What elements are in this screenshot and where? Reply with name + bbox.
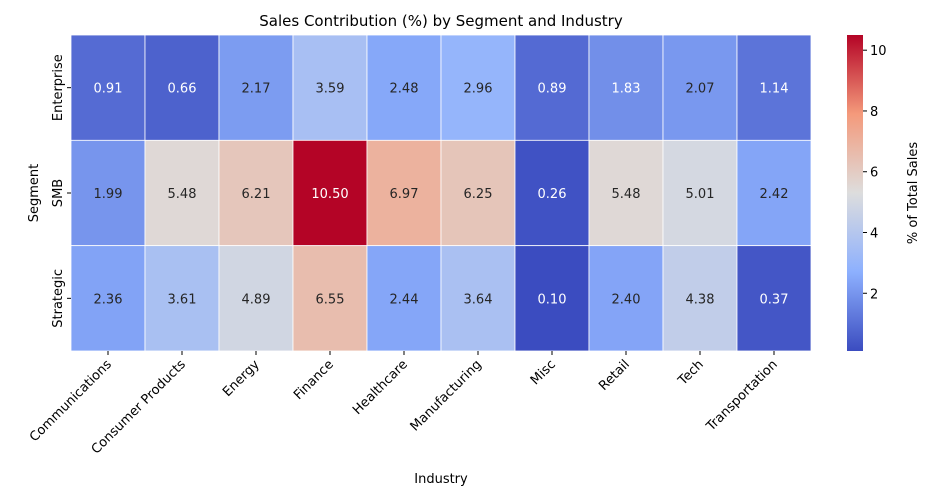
x-tick-label: Transportation: [703, 357, 781, 435]
cell-value-label: 3.59: [316, 82, 345, 97]
heatmap-cell: [514, 139, 590, 247]
y-tick-label: Strategic: [51, 269, 66, 328]
heatmap-cell: [218, 139, 294, 247]
heatmap-cell: [144, 139, 220, 247]
cell-value-label: 10.50: [311, 187, 348, 202]
colorbar-tick-label: 10: [870, 44, 887, 59]
y-tick-label: SMB: [51, 179, 66, 207]
heatmap-cell: [218, 34, 294, 141]
cell-value-label: 2.40: [612, 292, 641, 307]
cell-value-label: 5.48: [612, 187, 641, 202]
heatmap-cell: [588, 139, 664, 247]
heatmap-cells: 0.91 0.66 2.17 3.59 2.48 2.96 0.89 1.83 2.07 1.14…: [70, 34, 812, 352]
heatmap-cell: [144, 245, 220, 352]
cell-value-label: 2.36: [94, 292, 123, 307]
cell-value-label: 2.96: [464, 82, 493, 97]
cell-value-label: 0.66: [168, 82, 197, 97]
x-tick-label: Healthcare: [350, 357, 411, 418]
x-axis-label: Industry: [414, 472, 468, 487]
heatmap-cell: [366, 245, 442, 352]
heatmap-cell: [366, 139, 442, 247]
cell-value-label: 4.38: [686, 292, 715, 307]
cell-value-label: 5.48: [168, 187, 197, 202]
heatmap-cell: [514, 245, 590, 352]
cell-value-label: 0.10: [538, 292, 567, 307]
heatmap-cell: [144, 34, 220, 141]
cell-value-label: 6.25: [464, 187, 493, 202]
y-axis-label: Segment: [27, 164, 42, 223]
colorbar: 2 4 6 8 10: [847, 35, 887, 351]
cell-value-label: 6.97: [390, 187, 419, 202]
cell-value-label: 2.17: [242, 82, 271, 97]
cell-value-label: 6.21: [242, 187, 271, 202]
x-tick-label: Finance: [291, 357, 337, 403]
heatmap-cell: [70, 34, 146, 141]
heatmap-cell: [588, 34, 664, 141]
colorbar-label: % of Total Sales: [906, 142, 921, 244]
x-tick-label: Retail: [596, 357, 633, 394]
cell-value-label: 6.55: [316, 292, 345, 307]
cell-value-label: 4.89: [242, 292, 271, 307]
colorbar-gradient: [847, 35, 863, 351]
cell-value-label: 3.64: [464, 292, 493, 307]
cell-value-label: 1.99: [94, 187, 123, 202]
heatmap-cell: [736, 139, 812, 247]
colorbar-tick-label: 8: [870, 105, 878, 120]
cell-value-label: 2.48: [390, 82, 419, 97]
heatmap-cell: [70, 245, 146, 352]
cell-value-label: 2.42: [760, 187, 789, 202]
heatmap-cell: [366, 34, 442, 141]
heatmap-cell: [588, 245, 664, 352]
x-tick-label: Misc: [528, 357, 559, 388]
cell-value-label: 2.44: [390, 292, 419, 307]
cell-value-label: 1.14: [760, 82, 789, 97]
heatmap-cell: [292, 34, 368, 141]
heatmap-cell: [662, 245, 738, 352]
x-tick-label: Tech: [675, 357, 707, 389]
cell-value-label: 2.07: [686, 82, 715, 97]
cell-value-label: 1.83: [612, 82, 641, 97]
heatmap-cell: [662, 139, 738, 247]
heatmap-cell: [440, 139, 516, 247]
heatmap-cell: [218, 245, 294, 352]
heatmap-cell: [440, 34, 516, 141]
colorbar-tick-label: 6: [870, 166, 878, 181]
cell-value-label: 0.26: [538, 187, 567, 202]
colorbar-tick-label: 4: [870, 227, 878, 242]
y-tick-label: Enterprise: [51, 54, 66, 121]
chart-title: Sales Contribution (%) by Segment and In…: [259, 12, 623, 30]
heatmap-cell: [292, 139, 368, 247]
cell-value-label: 0.37: [760, 292, 789, 307]
cell-value-label: 3.61: [168, 292, 197, 307]
cell-value-label: 5.01: [686, 187, 715, 202]
colorbar-tick-label: 2: [870, 287, 878, 302]
y-axis-ticks: Enterprise SMB Strategic: [51, 54, 71, 328]
heatmap-cell: [736, 245, 812, 352]
heatmap-cell: [736, 34, 812, 141]
cell-value-label: 0.91: [94, 82, 123, 97]
x-tick-label: Energy: [220, 357, 263, 400]
cell-value-label: 0.89: [538, 82, 567, 97]
x-tick-label: Communications: [27, 357, 115, 445]
x-tick-label: Manufacturing: [408, 357, 485, 434]
